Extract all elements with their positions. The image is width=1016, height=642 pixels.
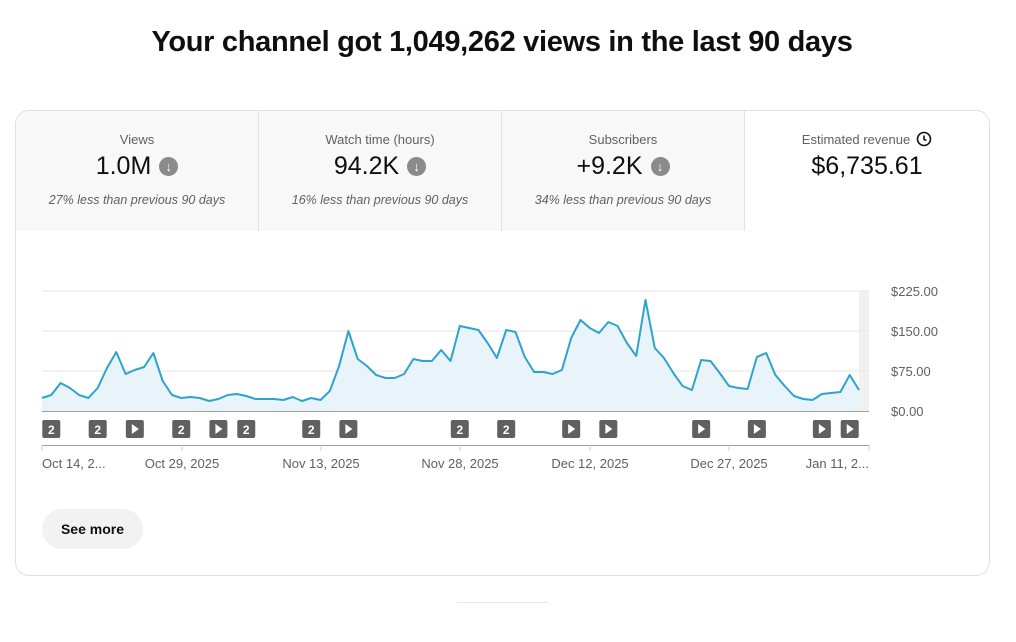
arrow-down-circle-icon: ↓	[650, 157, 670, 176]
video-marker[interactable]	[599, 420, 618, 438]
marker-count: 2	[308, 423, 315, 437]
video-marker[interactable]	[692, 420, 711, 438]
x-tick-label: Jan 11, 2...	[806, 456, 869, 471]
y-tick-label: $225.00	[891, 284, 938, 299]
marker-count: 2	[456, 423, 463, 437]
tab-value: 1.0M	[95, 152, 152, 180]
video-marker[interactable]	[747, 420, 766, 438]
x-tick-label: Dec 27, 2025	[690, 456, 767, 471]
revenue-line	[41, 299, 860, 402]
x-tick-label: Nov 13, 2025	[282, 456, 359, 471]
y-tick-label: $75.00	[891, 364, 931, 379]
multi-video-marker[interactable]: 2	[42, 420, 61, 438]
marker-count: 2	[503, 423, 510, 437]
multi-video-marker[interactable]: 2	[172, 420, 191, 438]
multi-video-marker[interactable]: 2	[450, 420, 469, 438]
multi-video-marker[interactable]: 2	[237, 420, 256, 438]
y-tick-label: $0.00	[891, 404, 924, 419]
tab-label: Views	[119, 131, 155, 147]
marker-badge	[172, 420, 191, 438]
marker-badge	[88, 420, 107, 438]
marker-count: 2	[243, 423, 250, 437]
tab-value: 94.2K	[333, 152, 400, 180]
video-marker[interactable]	[840, 420, 859, 438]
play-icon	[753, 424, 761, 434]
play-icon	[131, 424, 139, 434]
marker-count: 2	[48, 423, 55, 437]
tab-comparison: 16% less than previous 90 days	[291, 193, 469, 207]
marker-badge	[450, 420, 469, 438]
tab-value: +9.2K	[576, 152, 643, 180]
marker-count: 2	[94, 423, 101, 437]
x-tick-label: Oct 29, 2025	[145, 456, 219, 471]
multi-video-marker[interactable]: 2	[302, 420, 321, 438]
video-marker[interactable]	[125, 420, 144, 438]
video-marker[interactable]	[812, 420, 831, 438]
marker-count: 2	[178, 423, 185, 437]
arrow-down-circle-icon: ↓	[159, 157, 179, 176]
clock-icon[interactable]	[916, 131, 932, 147]
tab-comparison: 34% less than previous 90 days	[534, 193, 712, 207]
video-marker[interactable]	[339, 420, 358, 438]
tab-label: Subscribers	[588, 131, 658, 147]
see-more-button[interactable]: See more	[42, 509, 143, 549]
play-icon	[345, 424, 353, 434]
arrow-down-circle-icon: ↓	[407, 157, 427, 176]
divider	[457, 602, 547, 603]
tab-subscribers[interactable]: Subscribers +9.2K ↓ 34% less than previou…	[502, 111, 745, 231]
partial-day-shade	[859, 291, 869, 411]
tab-comparison: 27% less than previous 90 days	[48, 193, 226, 207]
video-marker[interactable]	[562, 420, 581, 438]
marker-badge	[237, 420, 256, 438]
tab-label: Estimated revenue	[801, 131, 911, 147]
x-tick-label: Oct 14, 2...	[42, 456, 106, 471]
tab-label: Watch time (hours)	[325, 131, 435, 147]
tab-value: $6,735.61	[811, 152, 923, 180]
page-headline: Your channel got 1,049,262 views in the …	[151, 26, 853, 58]
tab-watch-time[interactable]: Watch time (hours) 94.2K ↓ 16% less than …	[259, 111, 502, 231]
multi-video-marker[interactable]: 2	[88, 420, 107, 438]
play-icon	[215, 424, 223, 434]
marker-badge	[302, 420, 321, 438]
metric-tabs: Views 1.0M ↓ 27% less than previous 90 da…	[16, 111, 989, 231]
analytics-card: Views 1.0M ↓ 27% less than previous 90 da…	[15, 110, 990, 576]
area-fill	[42, 300, 859, 411]
x-tick-label: Nov 28, 2025	[421, 456, 498, 471]
play-icon	[698, 424, 706, 434]
y-tick-label: $150.00	[891, 324, 938, 339]
multi-video-marker[interactable]: 2	[497, 420, 516, 438]
play-icon	[846, 424, 854, 434]
marker-badge	[497, 420, 516, 438]
play-icon	[818, 424, 826, 434]
tab-estimated-revenue[interactable]: Estimated revenue $6,735.61	[745, 111, 989, 231]
play-icon	[605, 424, 613, 434]
marker-badge	[42, 420, 61, 438]
tab-views[interactable]: Views 1.0M ↓ 27% less than previous 90 da…	[16, 111, 259, 231]
play-icon	[568, 424, 576, 434]
video-marker[interactable]	[209, 420, 228, 438]
x-tick-label: Dec 12, 2025	[551, 456, 628, 471]
